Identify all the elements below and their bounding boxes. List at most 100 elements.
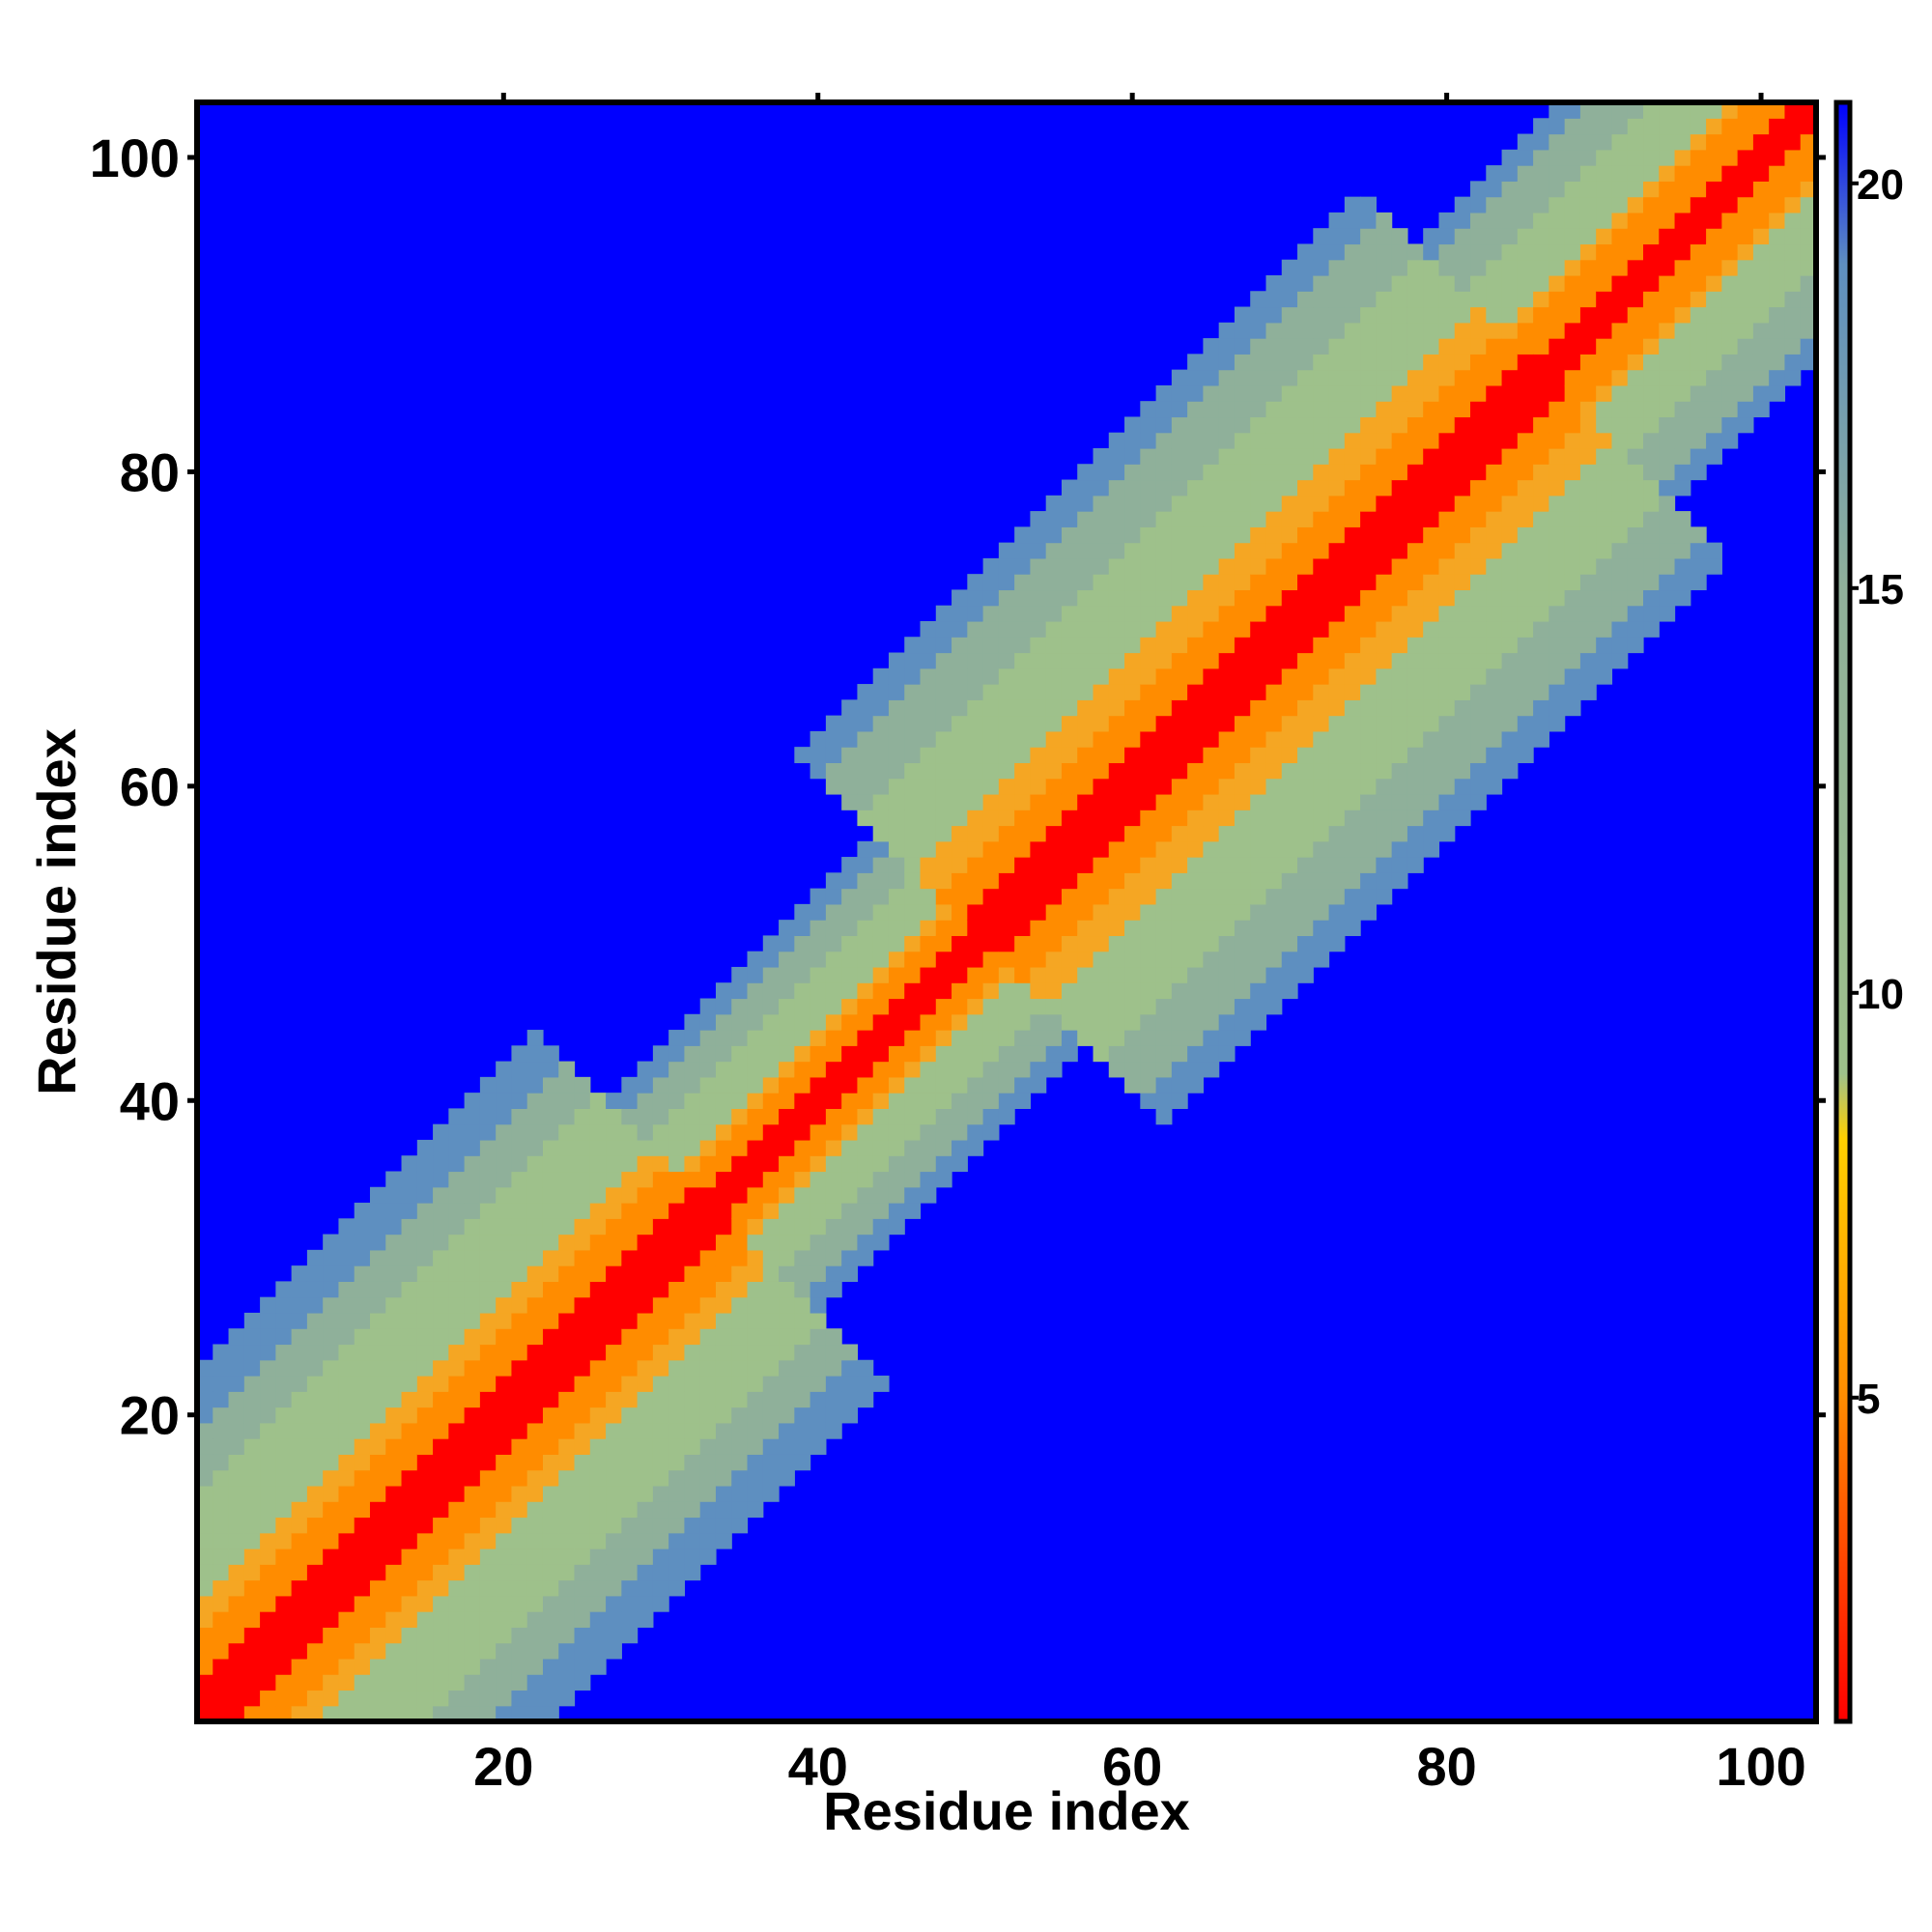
heatmap-cell — [715, 1312, 732, 1329]
heatmap-cell — [1548, 165, 1566, 182]
heatmap-cell — [1486, 291, 1503, 308]
heatmap-cell — [857, 1203, 874, 1219]
heatmap-cell — [857, 810, 874, 827]
heatmap-cell — [888, 1171, 905, 1188]
heatmap-cell — [1752, 118, 1770, 135]
heatmap-cell — [306, 1579, 324, 1597]
heatmap-cell — [606, 1627, 622, 1644]
heatmap-cell — [857, 1108, 874, 1125]
heatmap-cell — [857, 1171, 874, 1188]
heatmap-cell — [731, 1438, 749, 1455]
heatmap-cell — [779, 1076, 795, 1094]
heatmap-cell — [1517, 747, 1534, 764]
heatmap-cell — [715, 1328, 732, 1346]
heatmap-cell — [747, 1123, 764, 1141]
heatmap-cell — [762, 1454, 780, 1471]
heatmap-cell — [401, 1517, 418, 1534]
heatmap-cell — [369, 1517, 386, 1534]
heatmap-cell — [1360, 684, 1377, 700]
heatmap-cell — [1344, 511, 1361, 527]
heatmap-cell — [1627, 228, 1644, 245]
heatmap-cell — [699, 1281, 717, 1298]
heatmap-cell — [1265, 401, 1283, 418]
heatmap-cell — [511, 1296, 528, 1314]
heatmap-cell — [1643, 228, 1660, 245]
heatmap-cell — [731, 1391, 749, 1408]
heatmap-cell — [1737, 243, 1754, 261]
heatmap-cell — [794, 1406, 811, 1424]
heatmap-cell — [1501, 196, 1519, 213]
heatmap-cell — [1265, 542, 1283, 559]
heatmap-cell — [1328, 464, 1346, 481]
heatmap-cell — [715, 1155, 732, 1173]
heatmap-cell — [1281, 605, 1298, 622]
heatmap-cell — [589, 1454, 607, 1471]
heatmap-cell — [1281, 322, 1298, 339]
heatmap-cell — [1093, 637, 1110, 654]
heatmap-cell — [448, 1564, 466, 1581]
heatmap-cell — [1014, 872, 1032, 890]
heatmap-cell — [1061, 762, 1078, 780]
heatmap-cell — [747, 1186, 764, 1204]
heatmap-cell — [526, 1218, 544, 1236]
heatmap-cell — [526, 1658, 544, 1675]
heatmap-cell — [1596, 574, 1613, 591]
heatmap-cell — [1218, 684, 1236, 700]
heatmap-cell — [1769, 306, 1786, 324]
heatmap-cell — [1800, 322, 1817, 339]
heatmap-cell — [479, 1485, 497, 1502]
heatmap-cell — [401, 1296, 418, 1314]
heatmap-cell — [338, 1642, 355, 1660]
heatmap-cell — [935, 825, 952, 842]
heatmap-cell — [1360, 369, 1377, 386]
heatmap-cell — [385, 1312, 403, 1329]
heatmap-cell — [542, 1611, 559, 1628]
heatmap-cell — [810, 1218, 827, 1236]
heatmap-cell — [1674, 574, 1691, 591]
heatmap-cell — [1690, 133, 1707, 151]
heatmap-cell — [1187, 574, 1204, 591]
heatmap-cell — [1014, 1013, 1032, 1031]
heatmap-cell — [213, 1469, 230, 1487]
heatmap-cell — [1596, 511, 1613, 527]
heatmap-cell — [1611, 637, 1629, 654]
heatmap-cell — [1313, 574, 1330, 591]
heatmap-cell — [1533, 574, 1549, 591]
heatmap-cell — [762, 1406, 780, 1424]
heatmap-cell — [1187, 464, 1204, 481]
heatmap-cell — [1360, 495, 1377, 512]
heatmap-cell — [699, 1249, 717, 1266]
heatmap-cell — [369, 1218, 386, 1236]
heatmap-cell — [952, 730, 968, 748]
heatmap-cell — [1218, 464, 1236, 481]
heatmap-cell — [872, 825, 890, 842]
heatmap-cell — [715, 1139, 732, 1156]
heatmap-cell — [998, 982, 1015, 1000]
heatmap-cell — [668, 1564, 686, 1581]
heatmap-cell — [1533, 447, 1549, 465]
heatmap-cell — [306, 1690, 324, 1707]
heatmap-cell — [1486, 243, 1503, 261]
heatmap-cell — [197, 1611, 213, 1628]
heatmap-cell — [526, 1406, 544, 1424]
heatmap-cell — [1140, 951, 1157, 968]
heatmap-cell — [794, 1123, 811, 1141]
heatmap-cell — [1627, 322, 1644, 339]
heatmap-cell — [306, 1328, 324, 1346]
heatmap-cell — [589, 1328, 607, 1346]
heatmap-cell — [1533, 495, 1549, 512]
heatmap-cell — [731, 1123, 749, 1141]
heatmap-cell — [1187, 935, 1204, 952]
heatmap-cell — [1674, 118, 1691, 135]
heatmap-cell — [1501, 762, 1519, 780]
heatmap-cell — [1784, 369, 1802, 386]
heatmap-cell — [1643, 165, 1660, 182]
heatmap-cell — [1579, 384, 1597, 402]
heatmap-cell — [1406, 857, 1424, 873]
heatmap-cell — [967, 574, 984, 591]
heatmap-cell — [731, 1234, 749, 1251]
heatmap-cell — [496, 1328, 513, 1346]
heatmap-cell — [1124, 464, 1141, 481]
heatmap-cell — [1690, 354, 1707, 371]
heatmap-cell — [574, 1312, 591, 1329]
